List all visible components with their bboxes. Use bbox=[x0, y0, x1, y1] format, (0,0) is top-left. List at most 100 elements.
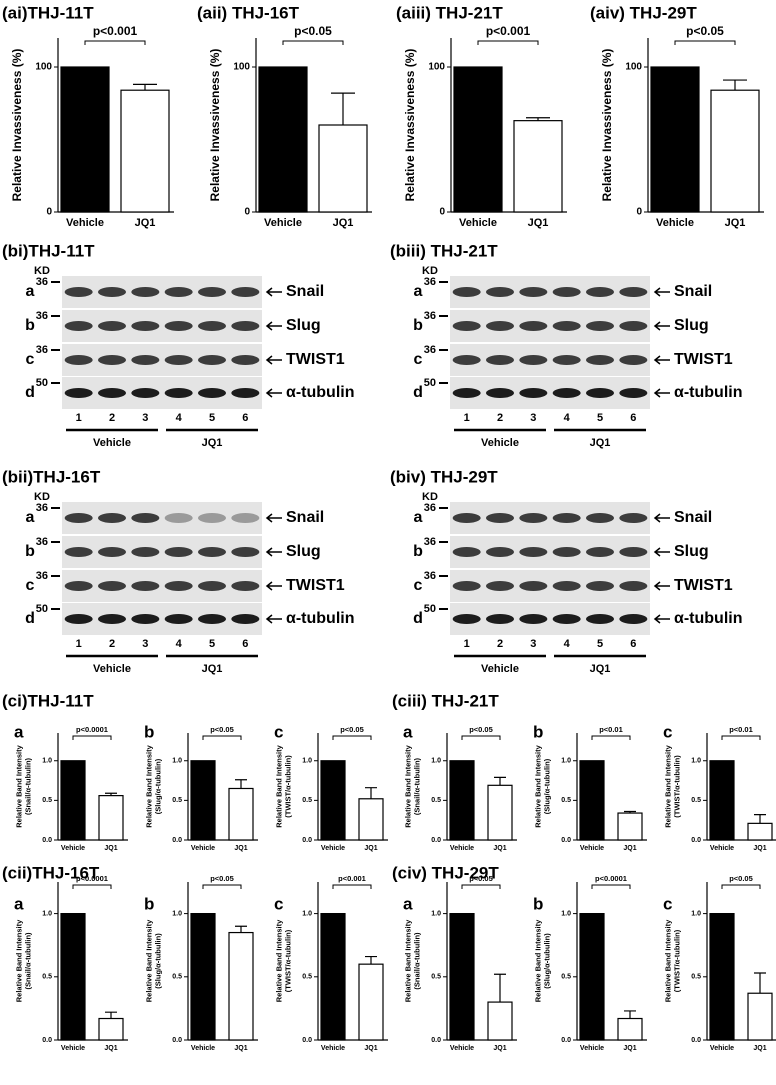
group-label: Vehicle bbox=[93, 663, 131, 675]
p-value: p<0.05 bbox=[469, 725, 493, 734]
protein-label: Slug bbox=[286, 543, 321, 560]
protein-label: α-tubulin bbox=[286, 384, 354, 401]
bar bbox=[709, 760, 735, 841]
group-label: JQ1 bbox=[202, 437, 223, 449]
blot-band bbox=[98, 614, 126, 624]
bar bbox=[579, 912, 605, 1041]
blot-band bbox=[131, 581, 160, 591]
y-axis-label: (Snail/α-tubulin) bbox=[23, 932, 32, 990]
blot-band bbox=[552, 287, 581, 297]
chart-title: (aii) THJ-16T bbox=[197, 3, 300, 22]
marker-label: 50 bbox=[36, 377, 48, 389]
bar bbox=[449, 760, 475, 841]
blot-band bbox=[164, 287, 193, 297]
blot-strip bbox=[62, 276, 262, 308]
lane-number: 1 bbox=[76, 412, 82, 424]
error-bar bbox=[105, 1011, 117, 1019]
p-value: p<0.05 bbox=[294, 24, 332, 38]
blot-band bbox=[198, 388, 226, 398]
row-letter: c bbox=[26, 577, 35, 594]
blot-band bbox=[486, 355, 514, 365]
blot-band bbox=[452, 287, 481, 297]
blot-band bbox=[452, 581, 481, 591]
blot-band bbox=[164, 547, 193, 557]
blot-band bbox=[131, 547, 160, 557]
y-tick-label: 0.0 bbox=[302, 1037, 312, 1044]
blot-band bbox=[586, 547, 614, 557]
blot-band bbox=[452, 355, 481, 365]
y-tick-label: 0.0 bbox=[302, 837, 312, 844]
chart-title: b bbox=[533, 722, 543, 741]
blot-band bbox=[586, 614, 614, 624]
blot-band bbox=[231, 355, 260, 365]
blot-strip bbox=[62, 344, 262, 376]
y-axis-label: Relative Band Intensity bbox=[663, 919, 672, 1002]
lane-number: 1 bbox=[76, 638, 82, 650]
y-tick-label: 100 bbox=[428, 62, 445, 73]
blot-band bbox=[231, 614, 260, 624]
marker-label: 36 bbox=[36, 502, 48, 514]
kd-label: KD bbox=[422, 491, 438, 503]
blot-band bbox=[231, 321, 260, 331]
blot-band bbox=[519, 287, 548, 297]
significance-bracket bbox=[461, 735, 501, 740]
significance-bracket bbox=[72, 735, 112, 740]
arrow bbox=[653, 614, 670, 624]
chart-title: a bbox=[14, 894, 24, 913]
blot-strip bbox=[450, 502, 650, 534]
x-tick-label: Vehicle bbox=[459, 217, 497, 229]
blot-band bbox=[64, 355, 93, 365]
significance-bracket bbox=[591, 884, 631, 889]
blot-band bbox=[164, 513, 193, 523]
blot-title: (biv) THJ-29T bbox=[390, 467, 498, 486]
blot-band bbox=[231, 547, 260, 557]
bar bbox=[747, 992, 773, 1041]
blot-band bbox=[64, 547, 93, 557]
y-tick-label: 0.5 bbox=[42, 974, 52, 981]
y-axis-label: Relative Invassiveness (%) bbox=[10, 49, 24, 202]
bar bbox=[228, 931, 254, 1041]
marker-label: 36 bbox=[424, 344, 436, 356]
group-label: JQ1 bbox=[202, 663, 223, 675]
arrow bbox=[265, 547, 282, 557]
x-tick-label: Vehicle bbox=[710, 1045, 734, 1052]
arrow bbox=[265, 513, 282, 523]
chart-title: (aiii) THJ-21T bbox=[396, 3, 503, 22]
blot-band bbox=[619, 287, 648, 297]
blot-band bbox=[64, 321, 93, 331]
y-axis-label: (TWIST/α-tubulin) bbox=[283, 929, 292, 992]
blot-band bbox=[131, 388, 160, 398]
blot-band bbox=[64, 581, 93, 591]
blot-band bbox=[198, 355, 226, 365]
bar bbox=[449, 912, 475, 1041]
group-label: Vehicle bbox=[481, 437, 519, 449]
y-tick-label: 1.0 bbox=[561, 758, 571, 765]
y-tick-label: 0.5 bbox=[172, 797, 182, 804]
error-bar bbox=[365, 955, 377, 965]
arrow bbox=[265, 614, 282, 624]
y-axis-label: Relative Invassiveness (%) bbox=[403, 49, 417, 202]
significance-bracket bbox=[591, 735, 631, 740]
bar bbox=[98, 1017, 124, 1041]
y-tick-label: 0 bbox=[439, 207, 445, 218]
y-tick-label: 0.5 bbox=[302, 974, 312, 981]
significance-bracket bbox=[477, 40, 539, 45]
blot-band bbox=[619, 581, 648, 591]
blot-band bbox=[619, 547, 648, 557]
significance-bracket bbox=[202, 884, 242, 889]
blot-band bbox=[519, 513, 548, 523]
blot-band bbox=[519, 614, 548, 624]
lane-number: 6 bbox=[242, 638, 248, 650]
row-letter: b bbox=[413, 317, 423, 334]
y-axis-label: Relative Band Intensity bbox=[14, 744, 23, 827]
y-axis-label: Relative Band Intensity bbox=[144, 744, 153, 827]
significance-bracket bbox=[72, 884, 112, 889]
arrow bbox=[653, 547, 670, 557]
blot-band bbox=[586, 321, 614, 331]
blot-strip bbox=[450, 536, 650, 568]
y-axis-label: (TWIST/α-tubulin) bbox=[672, 755, 681, 818]
blot-strip bbox=[62, 502, 262, 534]
blot-strip bbox=[450, 344, 650, 376]
lane-number: 1 bbox=[464, 412, 470, 424]
